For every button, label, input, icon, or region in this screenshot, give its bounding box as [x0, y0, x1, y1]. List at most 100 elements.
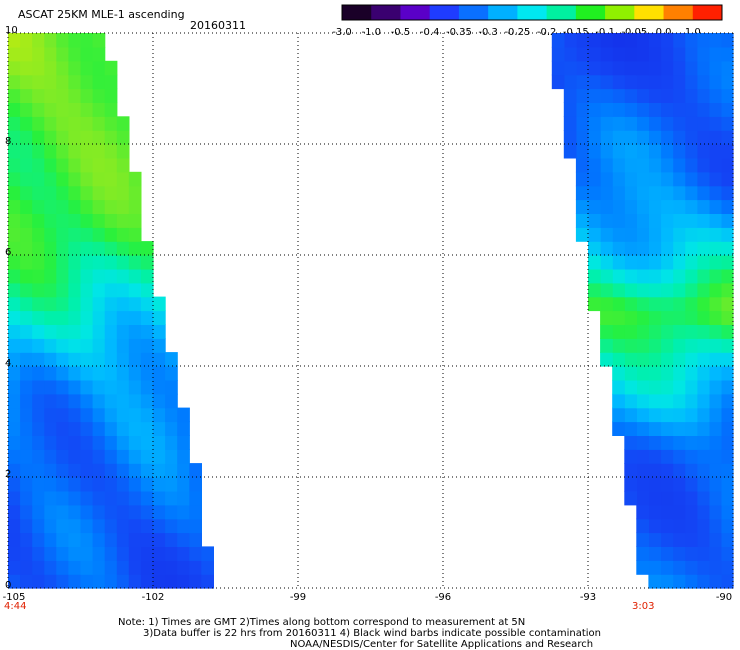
right-swath-cell	[648, 157, 662, 173]
left-swath-cell	[56, 435, 69, 450]
left-swath-cell	[80, 46, 94, 62]
left-swath-cell	[8, 532, 21, 547]
left-swath-cell	[128, 282, 142, 298]
right-swath-cell	[600, 213, 613, 228]
right-swath-cell	[648, 310, 662, 325]
right-swath-cell	[551, 46, 565, 62]
left-swath-cell	[140, 324, 154, 339]
left-swath-cell	[128, 338, 142, 353]
left-swath-cell	[32, 33, 45, 48]
left-swath-cell	[56, 310, 69, 325]
colorbar-segment	[400, 5, 431, 20]
left-swath-cell	[177, 421, 190, 436]
right-swath-cell	[660, 88, 674, 103]
right-swath-cell	[684, 33, 698, 48]
right-swath-cell	[575, 33, 589, 48]
left-swath-cell	[32, 560, 45, 575]
left-swath-cell	[32, 130, 45, 145]
right-swath-cell	[648, 199, 662, 214]
right-swath-cell	[588, 46, 601, 62]
right-swath-cell	[588, 199, 601, 214]
right-swath-cell	[660, 130, 674, 145]
left-swath-cell	[20, 255, 33, 270]
left-swath-cell	[44, 171, 57, 187]
left-swath-cell	[8, 282, 21, 298]
x-tick-label: -99	[289, 592, 307, 603]
left-swath-cell	[140, 407, 154, 423]
left-swath-cell	[44, 282, 57, 298]
left-swath-time: 4:44	[4, 601, 27, 612]
right-swath-cell	[720, 310, 734, 325]
right-swath-cell	[708, 477, 722, 492]
left-swath-cell	[56, 490, 69, 506]
right-swath-cell	[660, 393, 674, 409]
left-swath-cell	[80, 463, 94, 478]
right-swath-cell	[696, 393, 710, 409]
left-swath-cell	[8, 379, 21, 395]
left-swath-cell	[68, 574, 82, 589]
left-swath-cell	[68, 435, 82, 450]
right-swath-cell	[660, 185, 674, 201]
left-swath-cell	[140, 255, 154, 270]
right-swath-cell	[648, 560, 662, 575]
left-swath-cell	[116, 310, 130, 325]
left-swath-cell	[92, 102, 106, 117]
right-swath-cell	[612, 338, 625, 353]
right-swath-cell	[672, 185, 686, 201]
colorbar-label: -0.4	[420, 27, 440, 38]
right-swath-cell	[600, 185, 613, 201]
right-swath-cell	[624, 393, 637, 409]
right-swath-cell	[684, 407, 698, 423]
right-swath-cell	[636, 407, 649, 423]
left-swath-cell	[80, 199, 94, 214]
right-swath-cell	[575, 102, 589, 117]
left-swath-cell	[68, 352, 82, 367]
left-swath-cell	[140, 518, 154, 534]
right-swath-cell	[575, 74, 589, 90]
left-swath-cell	[116, 574, 130, 589]
left-swath-cell	[80, 74, 94, 90]
left-swath-cell	[128, 490, 142, 506]
right-swath-cell	[696, 338, 710, 353]
left-swath-cell	[104, 407, 118, 423]
right-swath-cell	[660, 199, 674, 214]
right-swath-cell	[660, 213, 674, 228]
left-swath-cell	[20, 435, 33, 450]
right-swath-cell	[696, 171, 710, 187]
left-swath-cell	[8, 324, 21, 339]
left-swath-cell	[189, 463, 202, 478]
right-swath-cell	[588, 74, 601, 90]
right-swath-cell	[684, 157, 698, 173]
left-swath-cell	[140, 310, 154, 325]
colorbar-segment	[517, 5, 548, 20]
right-swath-cell	[696, 518, 710, 534]
right-swath-cell	[684, 310, 698, 325]
left-swath-cell	[140, 449, 154, 464]
left-swath-cell	[104, 463, 118, 478]
right-swath-cell	[720, 324, 734, 339]
left-swath-cell	[128, 477, 142, 492]
left-swath-cell	[56, 463, 69, 478]
left-swath-cell	[104, 88, 118, 103]
right-swath-cell	[648, 282, 662, 298]
right-swath-cell	[696, 421, 710, 436]
right-swath-cell	[684, 199, 698, 214]
right-swath-cell	[600, 324, 613, 339]
left-swath-cell	[68, 227, 82, 242]
left-swath-cell	[116, 407, 130, 423]
left-swath-cell	[189, 560, 202, 575]
left-swath-cell	[80, 490, 94, 506]
left-swath-cell	[177, 518, 190, 534]
left-swath-cell	[80, 171, 94, 187]
right-swath-cell	[696, 324, 710, 339]
right-swath-cell	[600, 74, 613, 90]
right-swath-cell	[684, 490, 698, 506]
right-swath-cell	[600, 171, 613, 187]
right-swath-cell	[696, 546, 710, 561]
left-swath-cell	[116, 296, 130, 312]
colorbar-segment	[634, 5, 665, 20]
left-swath-cell	[177, 560, 190, 575]
left-swath-cell	[56, 74, 69, 90]
right-swath-cell	[720, 171, 734, 187]
left-swath-cell	[44, 144, 57, 159]
